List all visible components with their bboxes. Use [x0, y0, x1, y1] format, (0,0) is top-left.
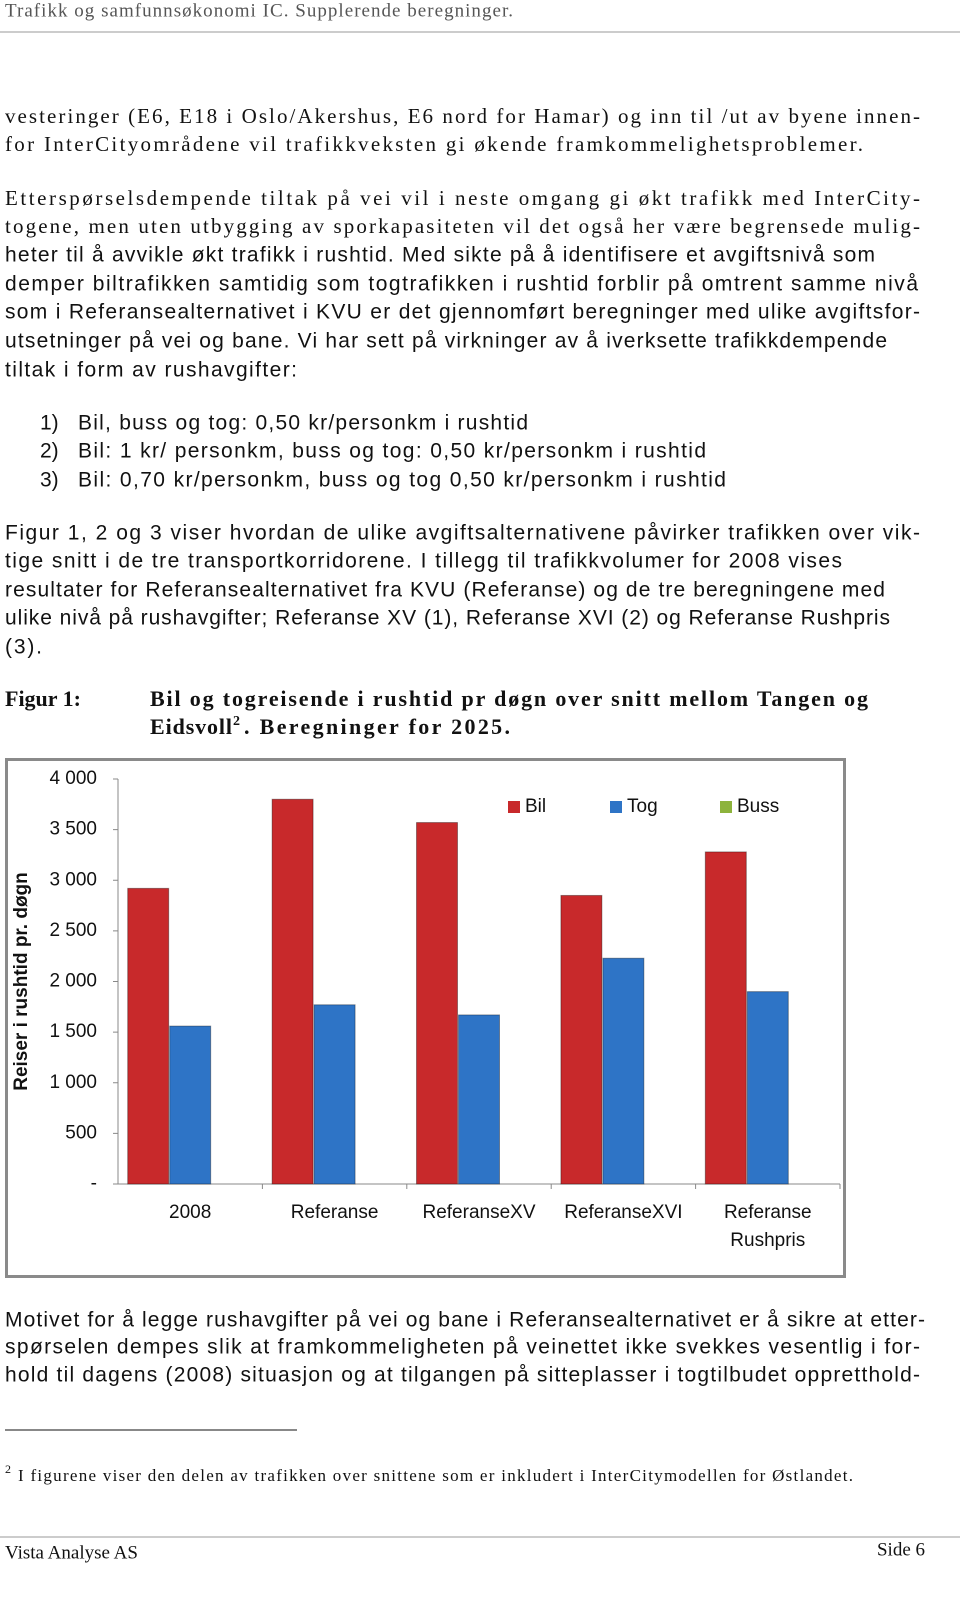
caption-line: Eidsvoll [150, 714, 232, 739]
x-tick-label: 2008 [169, 1202, 212, 1223]
list-number: 1) [40, 412, 59, 435]
x-tick-label: ReferanseXV [422, 1202, 536, 1223]
text-line: (3). [5, 636, 42, 659]
x-tick-label: ReferanseXVI [564, 1202, 683, 1223]
legend-label: Bil [525, 796, 546, 817]
caption-line: Bil og togreisende i rushtid pr døgn ove… [150, 686, 868, 711]
legend-label: Tog [627, 796, 658, 817]
text-line: demper biltrafikken samtidig som togtraf… [5, 273, 918, 296]
text-line: tiltak i form av rushavgifter: [5, 359, 297, 382]
text-line: Etterspørselsdempende tiltak på vei vil … [5, 186, 920, 210]
header-title: Trafikk og samfunnsøkonomi IC. Suppleren… [5, 0, 513, 21]
list-text: Bil, buss og tog: 0,50 kr/personkm i rus… [78, 412, 528, 435]
y-tick-label: 1 500 [49, 1021, 97, 1042]
bar [271, 798, 314, 1185]
text-line: ulike nivå på rushavgifter; Referanse XV… [5, 607, 890, 630]
text-line: resultater for Referansealternativet fra… [5, 579, 885, 602]
y-tick-label: 4 000 [49, 768, 97, 789]
caption-label: Figur 1: [5, 686, 81, 711]
y-tick-label: 500 [65, 1122, 97, 1143]
list-text: Bil: 1 kr/ personkm, buss og tog: 0,50 k… [78, 440, 706, 463]
bar [560, 894, 603, 1185]
bar [704, 851, 747, 1185]
text-line: for InterCityområdene vil trafikkveksten… [5, 132, 863, 156]
text-line: som i Referansealternativet i KVU er det… [5, 301, 920, 324]
y-tick-label: 3 500 [49, 819, 97, 840]
legend-swatch [720, 801, 732, 813]
text-line: utsetninger på vei og bane. Vi har sett … [5, 330, 887, 353]
x-tick-label: Referanse [290, 1202, 379, 1223]
y-tick-label: 2 000 [49, 971, 97, 992]
bar [127, 887, 170, 1185]
y-tick-label: 1 000 [49, 1072, 97, 1093]
bar [746, 991, 789, 1185]
text-line: Motivet for å legge rushavgifter på vei … [5, 1309, 925, 1332]
text-line: tige snitt i de tre transportkorridorene… [5, 550, 842, 573]
bar [313, 1004, 356, 1185]
legend-label: Buss [737, 796, 779, 817]
legend-swatch [508, 801, 520, 813]
y-tick-label: 2 500 [49, 920, 97, 941]
text-line: hold til dagens (2008) situasjon og at t… [5, 1364, 920, 1387]
footer-left: Vista Analyse AS [5, 1542, 138, 1563]
bar [602, 957, 645, 1185]
footnote-ref: 2 [233, 714, 240, 729]
list-text: Bil: 0,70 kr/personkm, buss og tog 0,50 … [78, 469, 726, 492]
x-tick-label: Referanse Rushpris [723, 1202, 812, 1251]
bar [416, 822, 458, 1185]
bar [169, 1025, 212, 1185]
text-line: togene, men uten utbygging av sporkapasi… [5, 214, 920, 238]
legend-swatch [610, 801, 622, 813]
bar [458, 1014, 500, 1185]
text-line: vesteringer (E6, E18 i Oslo/Akershus, E6… [5, 104, 920, 128]
text-line: Figur 1, 2 og 3 viser hvordan de ulike a… [5, 522, 920, 545]
footer-right: Side 6 [877, 1539, 925, 1560]
y-tick-label: - [91, 1173, 97, 1194]
text-line: heter til å avvikle økt trafikk i rushti… [5, 244, 875, 267]
text-line: spørselen dempes slik at framkommelighet… [5, 1336, 920, 1359]
list-number: 3) [40, 469, 59, 492]
list-number: 2) [40, 440, 59, 463]
chart: Reiser i rushtid pr. døgn - 500 1 000 1 500 2… [11, 768, 841, 1194]
y-tick-label: 3 000 [49, 869, 97, 890]
footnote-number: 2 [5, 1462, 11, 1476]
footnote-text: I figurene viser den delen av trafikken … [18, 1466, 853, 1485]
y-axis-title: Reiser i rushtid pr. døgn [11, 872, 32, 1091]
caption-line: . Beregninger for 2025. [244, 714, 510, 739]
